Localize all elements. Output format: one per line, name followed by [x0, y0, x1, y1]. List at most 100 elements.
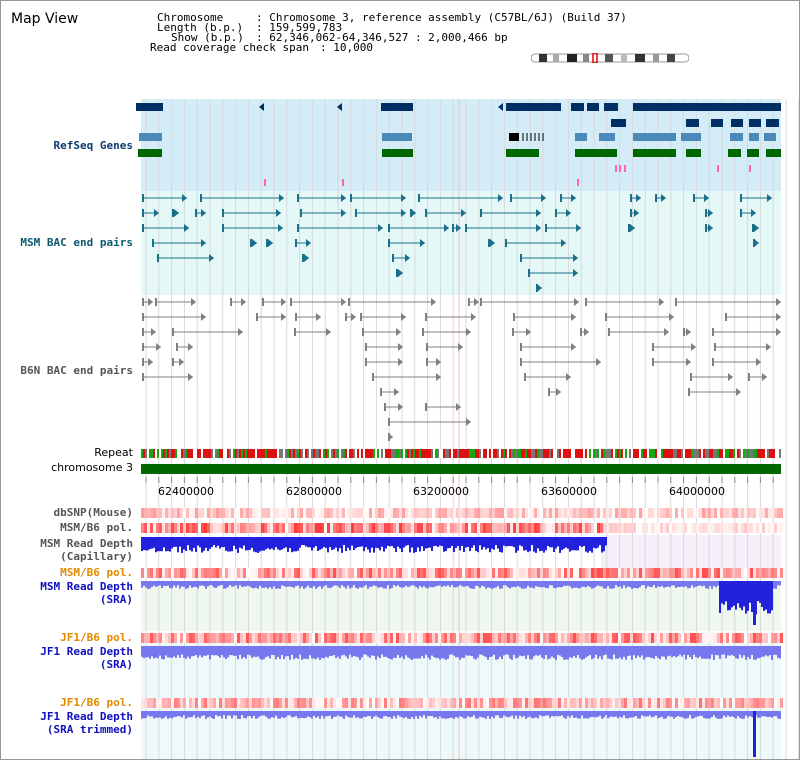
jf1-sra-depth — [609, 646, 611, 659]
msm-pol-mark — [759, 523, 762, 533]
jf1-trim-depth — [557, 711, 559, 717]
msm-pol-mark — [231, 568, 234, 578]
repeat-mark — [427, 449, 429, 458]
msm-bac-end — [174, 209, 179, 217]
msm-cap-depth — [401, 537, 403, 553]
msm-pol-mark — [417, 523, 420, 533]
jf1-trim-depth — [163, 711, 165, 718]
jf1-pol-mark — [702, 633, 705, 643]
msm-sra-depth — [177, 581, 179, 586]
jf1-sra-depth — [571, 646, 573, 658]
msm-pol-mark — [693, 568, 696, 578]
jf1-pol-mark — [630, 633, 633, 643]
msm-cap-depth — [603, 537, 605, 552]
dbsnp-mark — [264, 508, 267, 518]
repeat-mark — [629, 449, 631, 458]
jf1-pol-mark — [648, 698, 651, 708]
jf1-pol-mark — [441, 633, 444, 643]
msm-bac-end — [505, 239, 507, 247]
msm-bac-end — [401, 194, 406, 202]
msm-pol-mark — [345, 523, 348, 533]
msm-sra-depth-peak — [723, 581, 725, 605]
repeat-mark — [489, 449, 491, 458]
msm-sra-depth — [269, 581, 271, 588]
dbsnp-mark — [288, 508, 291, 518]
msm-sra-depth — [313, 581, 315, 587]
msm-sra-depth-peak — [727, 581, 729, 611]
jf1-sra-depth — [189, 646, 191, 659]
dbsnp-mark — [561, 508, 564, 518]
msm-pol-mark — [660, 523, 663, 533]
msm-bac-end — [302, 254, 304, 262]
msm-pol-mark — [177, 568, 180, 578]
msm-pol-mark — [444, 523, 447, 533]
repeat-mark — [179, 449, 181, 458]
msm-sra-depth — [307, 581, 309, 586]
dbsnp-mark — [444, 508, 447, 518]
jf1-pol-mark — [210, 698, 213, 708]
msm-cap-depth — [547, 537, 549, 546]
jf1-pol-mark — [720, 633, 723, 643]
repeat-mark — [591, 449, 593, 458]
jf1-sra-depth — [145, 646, 147, 658]
jf1-pol-mark — [255, 633, 258, 643]
msm-cap-depth — [287, 537, 289, 552]
msm-cap-depth — [181, 537, 183, 553]
jf1-pol-mark — [426, 698, 429, 708]
msm-bac-end — [740, 194, 742, 202]
jf1-pol-mark — [207, 633, 210, 643]
refseq-gene — [587, 103, 599, 111]
msm-pol-mark — [702, 523, 705, 533]
jf1-pol-mark — [369, 698, 372, 708]
jf1-pol-mark — [246, 698, 249, 708]
dbsnp-mark — [624, 508, 627, 518]
jf1-pol-mark — [540, 698, 543, 708]
msm-pol-mark — [177, 523, 180, 533]
msm-bac-end — [510, 194, 512, 202]
msm-sra-depth — [369, 581, 371, 587]
msm-pol-mark — [663, 568, 666, 578]
msm-sra-depth — [155, 581, 157, 587]
jf1-trim-depth — [349, 711, 351, 718]
msm-sra-depth — [577, 581, 579, 589]
jf1-trim-depth — [721, 711, 723, 719]
repeat-mark — [541, 449, 543, 458]
jf1-sra-depth — [619, 646, 621, 658]
msm-pol-mark — [567, 568, 570, 578]
jf1-sra-depth — [481, 646, 483, 655]
msm-pol-mark — [222, 523, 225, 533]
jf1-trim-depth — [477, 711, 479, 719]
repeat-mark — [295, 449, 297, 458]
msm-bac-end — [560, 194, 562, 202]
msm-pol-mark — [144, 523, 147, 533]
repeat-mark — [519, 449, 521, 458]
msm-sra-depth — [585, 581, 587, 588]
msm-bac-end — [378, 224, 383, 232]
msm-bac-end — [708, 224, 713, 232]
jf1-pol-mark — [240, 633, 243, 643]
repeat-mark — [331, 449, 333, 458]
dbsnp-mark — [249, 508, 252, 518]
msm-pol-mark — [396, 568, 399, 578]
dbsnp-mark — [486, 508, 489, 518]
jf1-trim-depth — [191, 711, 193, 718]
dbsnp-mark — [399, 508, 402, 518]
jf1-trim-depth — [189, 711, 191, 718]
msm-pol-mark — [744, 523, 747, 533]
msm-pol-mark — [708, 523, 711, 533]
repeat-mark — [283, 449, 285, 458]
chromosome-ideogram[interactable] — [531, 53, 689, 63]
jf1-sra-depth — [687, 646, 689, 656]
msm-pol-mark — [624, 523, 627, 533]
msm-pol-mark — [600, 568, 603, 578]
jf1-sra-depth — [253, 646, 255, 657]
msm-cap-depth — [515, 537, 517, 553]
repeat-mark — [311, 449, 313, 458]
msm-sra-depth — [429, 581, 431, 587]
jf1-pol-mark — [174, 698, 177, 708]
jf1-pol-mark — [687, 633, 690, 643]
msm-sra-depth — [219, 581, 221, 586]
refseq-gene — [509, 133, 519, 141]
jf1-pol-mark — [639, 698, 642, 708]
